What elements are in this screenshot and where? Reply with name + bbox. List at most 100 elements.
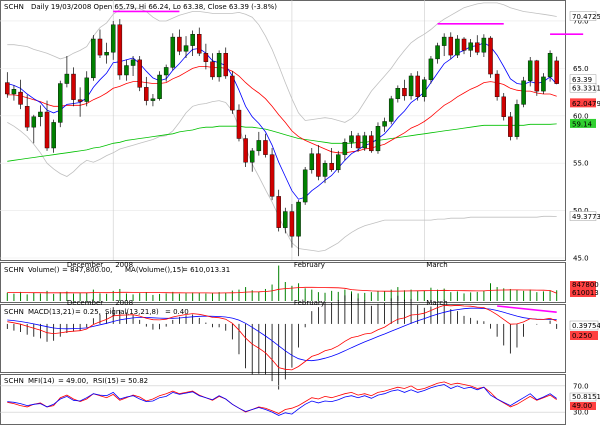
candle-up [170, 36, 176, 68]
price-candles [5, 19, 559, 257]
candle-up [216, 53, 222, 78]
ticker-label: SCHN [4, 3, 24, 11]
mfi-rsi-panel: SCHN MFI(14) = 49.00, RSI(15) = 50.82 70… [0, 377, 600, 417]
fast-ma-line [7, 42, 557, 200]
macd-divergence-line [497, 305, 557, 313]
candle-down [494, 73, 500, 98]
candle-up [183, 45, 189, 52]
candle-up [256, 140, 262, 152]
candle-up [157, 74, 162, 99]
candle-up [296, 201, 301, 237]
price-right-label-box [569, 11, 597, 21]
macd-right-labels: 0.397545 0.250 [569, 320, 600, 340]
macd-title-label: MACD(13,21) [28, 308, 75, 316]
candle-up [362, 135, 367, 149]
price-right-label-box [569, 211, 597, 221]
mfi-right-label: 50.8151 [572, 393, 600, 401]
candle-down [144, 87, 149, 101]
mid-ma-line [7, 66, 557, 154]
mfi-rsi-lines [7, 381, 557, 416]
candle-down [5, 82, 10, 95]
candle-down [461, 38, 467, 51]
volume-x-label: February [294, 299, 325, 307]
price-x-label: March [426, 261, 447, 269]
price-y-tick-label: 70.0 [573, 17, 589, 25]
candle-up [527, 60, 533, 81]
rsi-label: RSI(15) [93, 377, 119, 385]
macd-divergence-annotation [497, 305, 557, 313]
price-right-label: 63.3311 [572, 85, 600, 93]
macd-right-label: 0.397545 [572, 322, 600, 330]
candle-down [77, 99, 83, 102]
price-gridlines [0, 0, 565, 260]
candle-down [44, 111, 50, 149]
candle-up [163, 67, 169, 76]
price-y-axis: 70.0 65.0 60.0 55.0 50.0 45.0 [573, 17, 589, 262]
candle-down [329, 162, 334, 171]
panel-frame-2 [0, 304, 566, 373]
candle-up [435, 45, 440, 60]
volume-panel: SCHN Volume() = 847,800.00, MA(Volume(),… [4, 265, 599, 307]
volume-x-label: March [426, 299, 447, 307]
mfi-right-label-box [569, 392, 597, 402]
slow-ma-line [7, 123, 557, 162]
macd-signal-label: Signal(13,21,8) [105, 308, 159, 316]
candle-up [64, 73, 70, 84]
price-right-label-box [569, 82, 597, 93]
volume-title-label: Volume() [28, 266, 60, 274]
candle-up [441, 36, 447, 46]
candle-down [223, 53, 228, 77]
candle-up [481, 37, 487, 53]
candle-up [38, 111, 43, 117]
volume-ticker-label: SCHN [4, 266, 24, 274]
candle-up [342, 142, 348, 155]
candle-down [24, 106, 30, 128]
candle-up [249, 150, 255, 163]
candle-down [210, 61, 215, 78]
price-right-label: 70.4725 [572, 13, 600, 21]
price-panel: SCHN Daily 19/03/2008 Open 65.79, Hi 66.… [0, 0, 600, 269]
candle-up [395, 88, 401, 99]
candle-down [117, 24, 123, 76]
price-right-label-box [570, 98, 596, 108]
volume-x-axis: December 2008 February March [67, 299, 448, 307]
candle-down [448, 36, 454, 56]
candle-down [203, 53, 209, 62]
candle-down [316, 153, 321, 177]
candle-up [514, 104, 520, 137]
macd-panel: SCHN MACD(13,21) = 0.25, Signal(13,21,8)… [4, 293, 600, 390]
price-y-tick-label: 45.0 [573, 255, 589, 263]
volume-x-label: December [67, 299, 103, 307]
candle-down [508, 116, 513, 137]
candle-up [336, 154, 341, 171]
candle-down [488, 37, 493, 75]
macd-ticker-label: SCHN [4, 308, 24, 316]
macd-signal-value: = 0.40 [165, 308, 189, 316]
candle-up [84, 77, 89, 102]
panel-frame-1 [0, 262, 566, 303]
price-right-label: 49.3773 [572, 213, 600, 221]
candle-down [236, 109, 242, 139]
mfi-line [7, 381, 557, 414]
candle-down [18, 91, 23, 105]
macd-right-label-box [569, 320, 599, 331]
signal-line [7, 307, 557, 362]
candle-up [408, 75, 414, 97]
candle-up [190, 34, 195, 46]
price-moving-averages [7, 42, 557, 200]
candle-down [269, 154, 275, 197]
candle-down [197, 34, 202, 54]
candle-up [302, 169, 308, 203]
mfi-title-value: = 49.00, [58, 377, 88, 385]
candle-up [150, 98, 156, 101]
price-x-axis: December 2008 February March [67, 261, 448, 269]
candle-up [104, 52, 109, 56]
rsi-value: = 50.82 [120, 377, 148, 385]
price-band-lines [7, 2, 557, 252]
volume-ma-line [7, 286, 557, 294]
mfi-y-tick-label: 70.0 [573, 382, 589, 390]
candle-down [230, 75, 235, 111]
volume-right-label-box [570, 289, 596, 297]
candle-up [422, 79, 427, 98]
candle-down [276, 196, 281, 228]
